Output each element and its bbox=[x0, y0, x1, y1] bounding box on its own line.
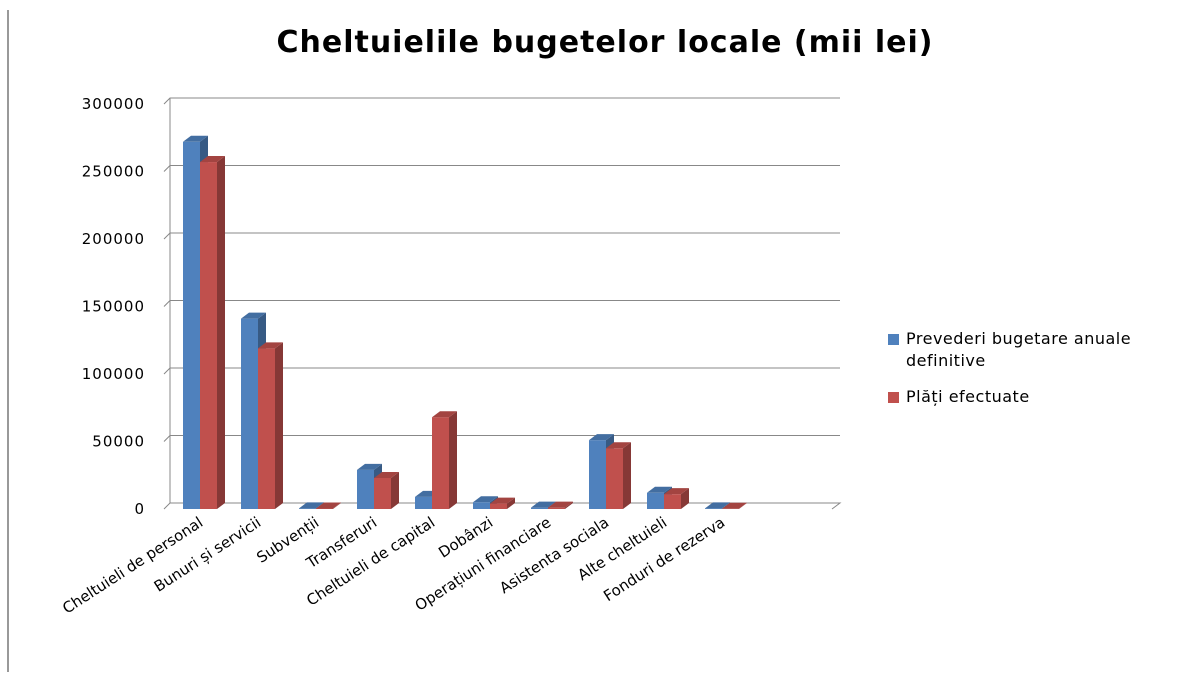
legend: Prevederi bugetare anuale definitive Plăț… bbox=[888, 328, 1188, 422]
bar-front bbox=[258, 348, 275, 509]
bar-front bbox=[200, 162, 217, 510]
bar-top bbox=[241, 312, 266, 319]
bar-top bbox=[606, 442, 631, 449]
bar-side bbox=[449, 411, 457, 509]
bar-top bbox=[299, 502, 324, 509]
bar-front bbox=[647, 492, 664, 509]
grid-line bbox=[163, 232, 840, 240]
grid-line bbox=[163, 97, 840, 105]
bar-top bbox=[664, 488, 689, 495]
bar-top bbox=[200, 156, 225, 163]
bar-top bbox=[316, 502, 341, 509]
bar-top bbox=[705, 502, 730, 509]
y-tick-label: 0 bbox=[134, 500, 145, 518]
bar bbox=[374, 471, 399, 509]
bar bbox=[258, 342, 283, 509]
bar bbox=[200, 156, 225, 510]
bar-front bbox=[316, 508, 333, 509]
y-tick-label: 300000 bbox=[82, 95, 145, 113]
bar-front bbox=[548, 507, 565, 509]
bar-front bbox=[664, 494, 681, 509]
y-tick-label: 100000 bbox=[82, 365, 145, 383]
bar-side bbox=[275, 342, 283, 509]
bar bbox=[490, 497, 515, 509]
bar-front bbox=[490, 503, 507, 509]
bar-top bbox=[374, 471, 399, 478]
bar-side bbox=[681, 488, 689, 509]
y-tick-label: 150000 bbox=[82, 298, 145, 316]
bar-front bbox=[589, 440, 606, 509]
chart-title: Cheltuielile bugetelor locale (mii lei) bbox=[276, 25, 933, 60]
bar-top bbox=[647, 486, 672, 493]
bar-top bbox=[357, 463, 382, 470]
y-tick-label: 50000 bbox=[92, 433, 145, 451]
legend-swatch bbox=[888, 334, 899, 345]
bar-side bbox=[739, 502, 747, 509]
bar-top bbox=[473, 496, 498, 503]
bar-front bbox=[374, 477, 391, 509]
bar-front bbox=[705, 508, 722, 509]
bar bbox=[664, 488, 689, 509]
legend-item: Prevederi bugetare anuale definitive bbox=[888, 328, 1188, 372]
bar-top bbox=[722, 502, 747, 509]
y-tick-label: 200000 bbox=[82, 230, 145, 248]
bar bbox=[316, 502, 341, 509]
bar-front bbox=[299, 508, 316, 509]
bar-front bbox=[415, 496, 432, 509]
grid-line bbox=[163, 300, 840, 307]
bar-side bbox=[507, 497, 515, 509]
bar bbox=[432, 411, 457, 509]
bar-top bbox=[258, 342, 283, 349]
legend-label: Plăți efectuate bbox=[906, 387, 1030, 406]
legend-item: Plăți efectuate bbox=[888, 386, 1188, 408]
bar-front bbox=[531, 507, 548, 509]
bar-front bbox=[183, 141, 200, 510]
bar bbox=[722, 502, 747, 509]
bar-side bbox=[565, 501, 573, 509]
bar-top bbox=[183, 135, 208, 142]
grid-line bbox=[163, 165, 840, 172]
legend-label: Prevederi bugetare anuale definitive bbox=[906, 329, 1132, 370]
bar-top bbox=[548, 501, 573, 508]
bar-top bbox=[531, 501, 556, 508]
bar-top bbox=[490, 497, 515, 504]
bar-side bbox=[217, 156, 225, 510]
grid-line bbox=[163, 435, 840, 442]
bar bbox=[606, 442, 631, 509]
bar-front bbox=[432, 417, 449, 509]
bar-side bbox=[333, 502, 341, 509]
x-tick-label: Bunuri și servicii bbox=[151, 513, 264, 595]
bar-side bbox=[391, 471, 399, 509]
bar bbox=[548, 501, 573, 509]
bar-top bbox=[589, 434, 614, 441]
bar-front bbox=[357, 469, 374, 509]
bar-front bbox=[241, 318, 258, 509]
bar-top bbox=[432, 411, 457, 418]
bar-side bbox=[623, 442, 631, 509]
bar-front bbox=[606, 448, 623, 509]
bar-front bbox=[473, 502, 490, 509]
legend-swatch bbox=[888, 392, 899, 403]
y-tick-label: 250000 bbox=[82, 163, 145, 181]
grid-line bbox=[163, 367, 840, 375]
